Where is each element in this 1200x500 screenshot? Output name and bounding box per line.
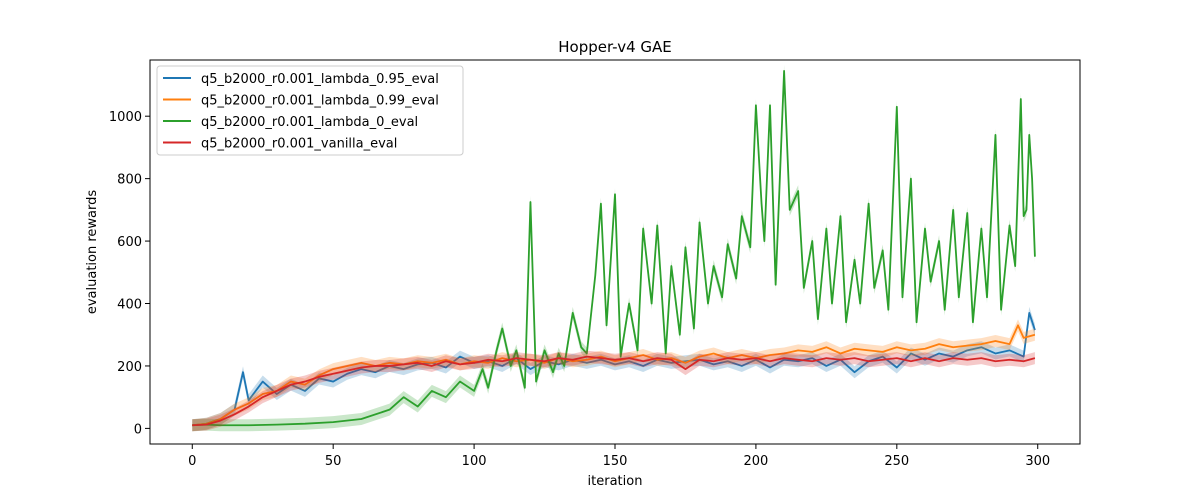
y-tick-label: 800 bbox=[117, 173, 142, 188]
x-tick-label: 300 bbox=[1025, 454, 1050, 469]
x-tick-label: 0 bbox=[188, 454, 196, 469]
x-tick-label: 100 bbox=[462, 454, 487, 469]
series-line-2 bbox=[192, 70, 1036, 427]
y-tick-label: 200 bbox=[117, 360, 142, 375]
x-tick-label: 250 bbox=[884, 454, 909, 469]
x-axis-ticks: 0 50 100 150 200 250 300 bbox=[188, 444, 1050, 469]
y-tick-label: 600 bbox=[117, 235, 142, 250]
x-tick-label: 150 bbox=[603, 454, 628, 469]
legend-label-1: q5_b2000_r0.001_lambda_0.99_eval bbox=[201, 94, 439, 109]
y-tick-label: 0 bbox=[134, 422, 142, 437]
legend: q5_b2000_r0.001_lambda_0.95_eval q5_b2000… bbox=[156, 65, 464, 156]
series-band-0 bbox=[192, 306, 1035, 432]
y-axis-label: evaluation rewards bbox=[85, 190, 100, 315]
legend-label-2: q5_b2000_r0.001_lambda_0_eval bbox=[201, 115, 418, 130]
x-tick-label: 200 bbox=[743, 454, 768, 469]
y-axis-ticks: 0 200 400 600 800 1000 bbox=[109, 110, 150, 437]
y-tick-label: 1000 bbox=[109, 110, 142, 125]
x-axis-label: iteration bbox=[588, 474, 643, 489]
legend-box bbox=[156, 65, 464, 156]
legend-label-0: q5_b2000_r0.001_lambda_0.95_eval bbox=[201, 72, 439, 87]
y-tick-label: 400 bbox=[117, 298, 142, 313]
x-tick-label: 50 bbox=[325, 454, 342, 469]
series-layer bbox=[192, 64, 1036, 432]
series-line-0 bbox=[192, 311, 1036, 427]
chart-title: Hopper-v4 GAE bbox=[558, 38, 672, 56]
series-line-3 bbox=[192, 355, 1036, 427]
legend-label-3: q5_b2000_r0.001_vanilla_eval bbox=[201, 137, 397, 152]
